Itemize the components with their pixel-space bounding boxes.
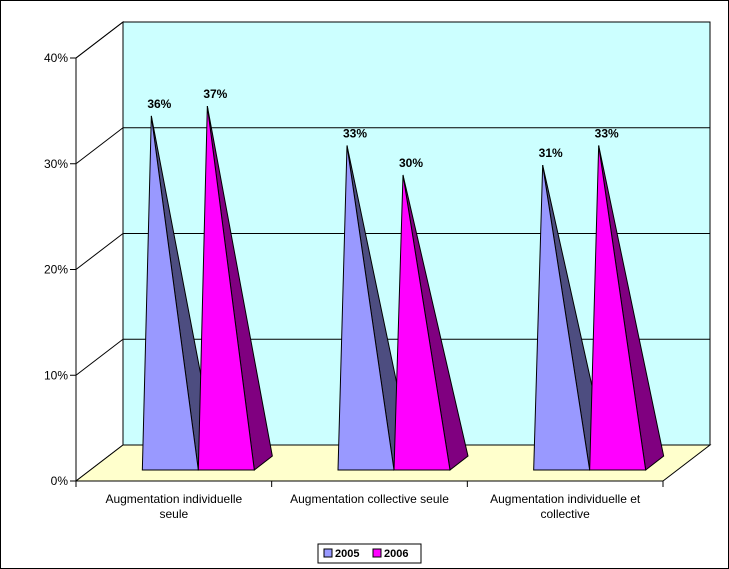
x-category-label: Augmentation collective seule — [290, 492, 449, 506]
pyramid-front-2006-0 — [197, 106, 255, 471]
y-tick-label: 10% — [44, 368, 68, 382]
gridline-side — [75, 21, 124, 59]
legend-box — [317, 543, 422, 564]
legend: 2005 2006 — [317, 543, 422, 564]
legend-label-2005: 2005 — [335, 548, 359, 560]
x-axis-ticks: Augmentation individuelle seule Augmentati… — [75, 481, 664, 521]
legend-label-2006: 2006 — [384, 548, 408, 560]
pyramid-bars — [141, 106, 665, 471]
pyramid-front-2005-2 — [533, 165, 591, 471]
data-labels: 36% 37% 33% 30% 31% 33% — [147, 87, 619, 170]
y-tick-label: 20% — [44, 263, 68, 277]
pyramid-front-2006-1 — [393, 174, 451, 471]
y-tick-label: 40% — [44, 51, 68, 65]
data-label-2005-2: 31% — [539, 146, 563, 160]
x-category-label: Augmentation individuelle et collective — [490, 492, 641, 521]
gridline-side — [75, 338, 124, 376]
data-label-2006-1: 30% — [399, 156, 423, 170]
gridline-side — [75, 127, 124, 165]
y-tick-label: 0% — [51, 474, 69, 488]
data-label-2005-0: 36% — [147, 97, 171, 111]
data-label-2006-2: 33% — [595, 126, 619, 140]
legend-swatch-2006 — [372, 548, 382, 558]
pyramid-front-2005-1 — [337, 145, 395, 471]
x-category-label: Augmentation individuelle seule — [105, 492, 242, 521]
y-tick-label: 30% — [44, 157, 68, 171]
pyramid-front-2005-0 — [141, 115, 199, 471]
data-label-2005-1: 33% — [343, 126, 367, 140]
y-axis-ticks: 0% 10% 20% 30% 40% — [44, 51, 76, 488]
gridline-side — [75, 233, 124, 270]
legend-swatch-2005 — [323, 548, 333, 558]
data-label-2006-0: 37% — [203, 87, 227, 101]
pyramid-front-2006-2 — [589, 145, 647, 471]
